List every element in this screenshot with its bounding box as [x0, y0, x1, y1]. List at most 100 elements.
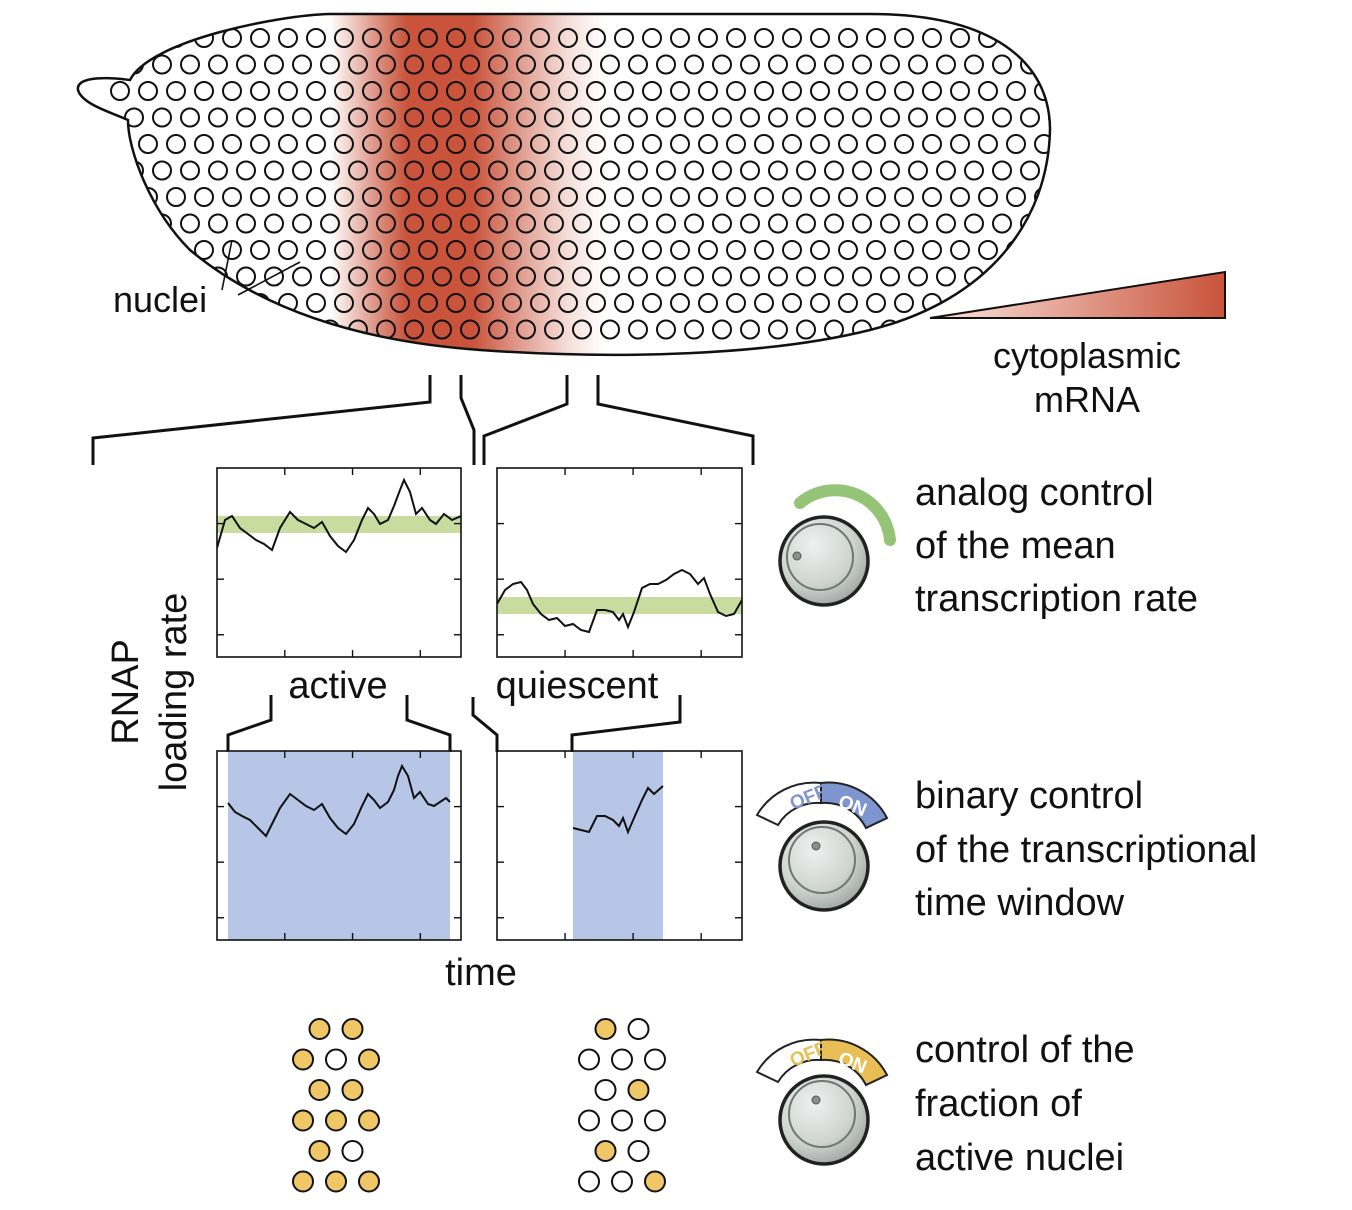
- nucleus: [446, 28, 466, 48]
- nucleus: [488, 160, 508, 181]
- nucleus: [880, 54, 900, 75]
- on-segment: [820, 1038, 889, 1087]
- nucleus: [334, 81, 354, 101]
- loading-rate-trace: [217, 477, 461, 554]
- nucleus: [908, 160, 928, 181]
- nucleus: [544, 107, 564, 128]
- nucleus: [474, 240, 494, 260]
- nucleus: [852, 160, 872, 181]
- plot-frame: [496, 750, 743, 941]
- nucleus: [292, 107, 312, 128]
- nucleus: [908, 319, 928, 340]
- nucleus: [726, 240, 746, 260]
- nucleus: [390, 134, 410, 154]
- nucleus: [880, 107, 900, 128]
- nucleus: [180, 160, 200, 181]
- knob-body: [778, 1074, 870, 1166]
- nucleus: [950, 134, 970, 154]
- nucleus: [390, 240, 410, 260]
- embryo-outline: [76, 12, 1052, 357]
- knob-notch: [792, 551, 802, 561]
- nucleus: [1020, 266, 1040, 287]
- nucleus: [544, 160, 564, 181]
- nucleus: [390, 81, 410, 101]
- nucleus: [138, 28, 158, 48]
- nucleus: [180, 213, 200, 234]
- nucleus: [1006, 240, 1026, 260]
- nucleus: [516, 107, 536, 128]
- nucleus: [264, 319, 284, 340]
- nucleus: [950, 28, 970, 48]
- nucleus: [866, 240, 886, 260]
- nucleus: [936, 160, 956, 181]
- nucleus: [670, 81, 690, 101]
- nucleus: [810, 28, 830, 48]
- nucleus: [530, 134, 550, 154]
- nucleus: [278, 134, 298, 154]
- nucleus: [264, 213, 284, 234]
- nucleus: [628, 266, 648, 287]
- nucleus: [992, 266, 1012, 287]
- nucleus: [908, 54, 928, 75]
- nucleus: [838, 81, 858, 101]
- nucleus: [236, 54, 256, 75]
- nucleus: [740, 107, 760, 128]
- active-nucleus: [358, 1109, 380, 1132]
- nucleus: [530, 240, 550, 260]
- loading-rate-trace: [497, 568, 742, 634]
- control-text-line: time window: [915, 882, 1125, 924]
- active-nucleus: [308, 1018, 331, 1040]
- nuclei-pointer: [237, 261, 301, 296]
- nucleus: [516, 160, 536, 181]
- nucleus: [460, 266, 480, 287]
- nucleus: [222, 187, 242, 207]
- nucleus: [726, 81, 746, 101]
- nucleus: [1006, 28, 1026, 48]
- nucleus: [432, 213, 452, 234]
- nucleus: [110, 240, 130, 260]
- control-text-line: of the mean: [915, 525, 1116, 567]
- nucleus: [782, 187, 802, 207]
- nucleus: [1048, 54, 1051, 75]
- nucleus: [600, 160, 620, 181]
- nucleus: [964, 54, 984, 75]
- inactive-nucleus: [341, 1140, 364, 1162]
- nucleus: [656, 160, 676, 181]
- nucleus: [656, 319, 676, 340]
- nucleus: [236, 160, 256, 181]
- nucleus: [586, 28, 606, 48]
- nucleus: [572, 266, 592, 287]
- analog-knob: [778, 484, 896, 607]
- nucleus: [922, 134, 942, 154]
- nucleus: [628, 319, 648, 340]
- nucleus: [264, 54, 284, 75]
- nucleus: [894, 81, 914, 101]
- nucleus: [306, 293, 326, 313]
- active-nucleus: [594, 1018, 617, 1040]
- nucleus: [768, 54, 788, 75]
- nucleus: [488, 54, 508, 75]
- nucleus: [418, 81, 438, 101]
- nucleus: [334, 187, 354, 207]
- active-nucleus: [358, 1170, 380, 1193]
- nucleus: [418, 293, 438, 313]
- nucleus: [306, 28, 326, 48]
- nucleus: [110, 28, 130, 48]
- nucleus: [782, 28, 802, 48]
- nucleus: [502, 134, 522, 154]
- nucleus: [166, 187, 186, 207]
- nucleus: [642, 134, 662, 154]
- nucleus: [978, 240, 998, 260]
- loading-rate-trace: [572, 785, 664, 835]
- nucleus: [516, 319, 536, 340]
- control-text-line: transcription rate: [915, 578, 1198, 620]
- nucleus: [544, 213, 564, 234]
- control-text-line: active nuclei: [915, 1137, 1124, 1179]
- nucleus: [754, 134, 774, 154]
- nucleus: [670, 187, 690, 207]
- plot-frame: [496, 467, 743, 658]
- nucleus: [754, 240, 774, 260]
- nucleus: [1048, 160, 1051, 181]
- nucleus: [992, 160, 1012, 181]
- nucleus: [600, 107, 620, 128]
